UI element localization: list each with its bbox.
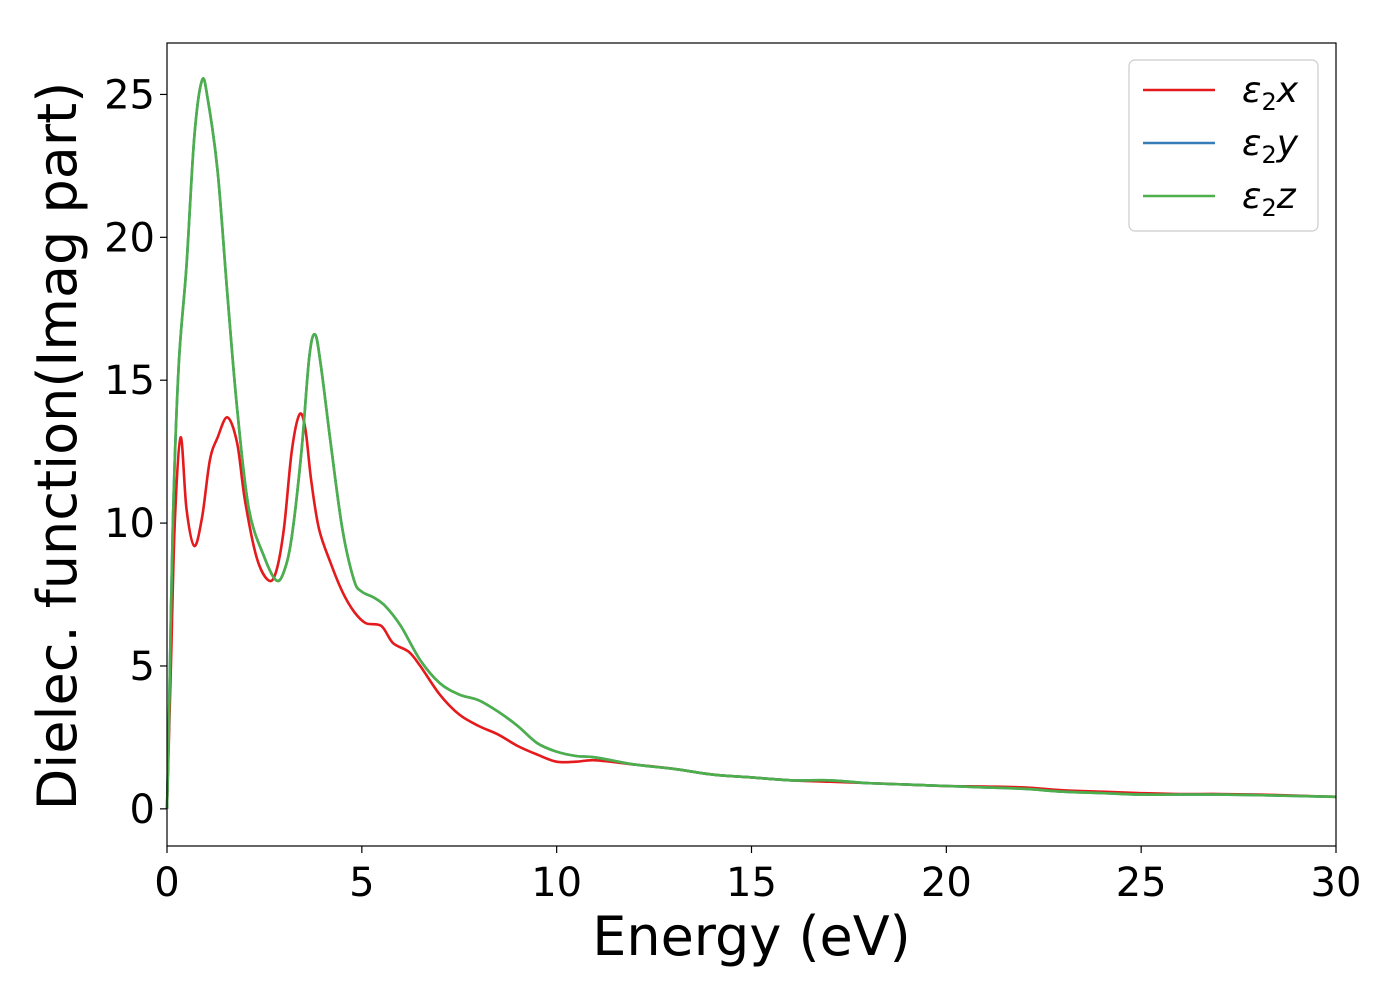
legend-label: ε2y (1242, 123, 1299, 169)
x-tick-label: 0 (154, 860, 179, 906)
x-tick-label: 20 (921, 860, 972, 906)
x-axis-ticks: 0 5 10 15 20 25 30 (154, 846, 1361, 906)
legend: ε2x ε2y ε2z (1128, 59, 1319, 232)
x-tick-label: 10 (531, 860, 582, 906)
y-axis-ticks: 0 5 10 15 20 25 (104, 72, 167, 833)
y-tick-label: 0 (130, 787, 155, 833)
legend-box (1128, 59, 1319, 232)
y-axis-label: Dielec. function(Imag part) (26, 82, 89, 811)
y-tick-label: 10 (104, 501, 155, 547)
y-tick-label: 20 (104, 215, 155, 261)
x-tick-label: 5 (349, 860, 374, 906)
x-axis-label: Energy (eV) (592, 905, 911, 968)
series-line-e2z (165, 77, 1337, 809)
x-tick-label: 15 (726, 860, 777, 906)
x-tick-label: 25 (1116, 860, 1167, 906)
series-layer (165, 77, 1337, 809)
y-tick-label: 15 (104, 358, 155, 404)
legend-label: ε2z (1242, 176, 1297, 222)
y-tick-label: 25 (104, 72, 155, 118)
legend-label: ε2x (1242, 70, 1299, 116)
y-tick-label: 5 (130, 644, 155, 690)
x-tick-label: 30 (1311, 860, 1362, 906)
